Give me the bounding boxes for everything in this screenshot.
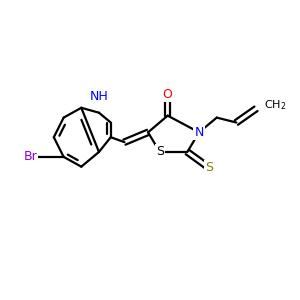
Text: NH: NH (90, 89, 108, 103)
Text: CH$_2$: CH$_2$ (264, 98, 286, 112)
Text: N: N (194, 126, 204, 139)
Text: S: S (156, 146, 164, 158)
Text: Br: Br (23, 150, 37, 164)
Text: S: S (205, 161, 213, 174)
Text: O: O (163, 88, 172, 100)
